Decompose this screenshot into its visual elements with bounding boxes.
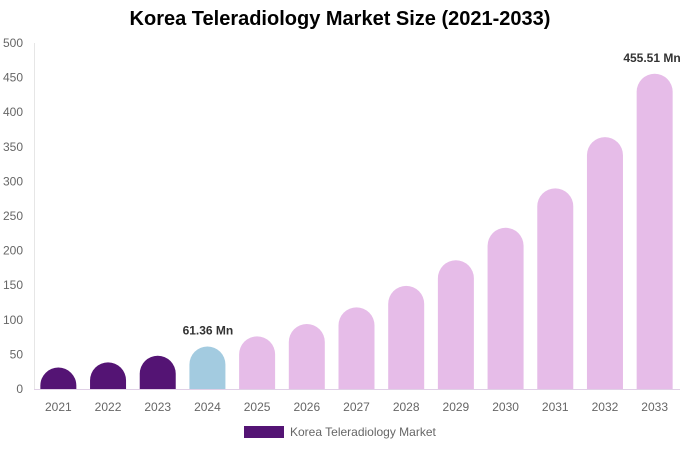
bar-2025 [239, 336, 276, 389]
x-tick-label: 2024 [194, 400, 221, 414]
y-tick-label: 250 [3, 209, 23, 223]
y-tick-label: 300 [3, 174, 23, 188]
bar-chart: 0 50 100 150 200 250 300 350 400 450 500 2021 2022 20… [3, 36, 680, 414]
data-label: 455.51 Mn [623, 51, 680, 65]
legend-swatch [244, 426, 284, 438]
x-tick-label: 2028 [393, 400, 420, 414]
y-tick-label: 50 [10, 347, 24, 361]
x-tick-label: 2027 [343, 400, 370, 414]
bar-2026 [288, 323, 325, 389]
legend-label: Korea Teleradiology Market [290, 425, 436, 439]
x-tick-label: 2030 [492, 400, 519, 414]
y-tick-label: 400 [3, 105, 23, 119]
y-tick-label: 200 [3, 244, 23, 258]
y-tick-label: 450 [3, 71, 23, 85]
x-tick-label: 2032 [592, 400, 619, 414]
x-tick-label: 2031 [542, 400, 569, 414]
chart-title: Korea Teleradiology Market Size (2021-20… [129, 8, 551, 30]
bar-2030 [487, 227, 524, 389]
bar-2022 [90, 362, 127, 389]
data-label: 61.36 Mn [183, 324, 234, 338]
bar-2031 [537, 188, 574, 389]
y-tick-label: 350 [3, 140, 23, 154]
x-tick-label: 2022 [95, 400, 122, 414]
x-tick-label: 2029 [443, 400, 470, 414]
x-tick-label: 2023 [144, 400, 171, 414]
x-tick-label: 2026 [293, 400, 320, 414]
x-tick-label: 2033 [641, 400, 668, 414]
bar-2028 [388, 285, 425, 389]
bar-2021 [40, 367, 77, 389]
y-tick-label: 0 [16, 382, 23, 396]
bar-2023 [139, 355, 176, 389]
bar-2027 [338, 307, 375, 389]
x-tick-label: 2025 [244, 400, 271, 414]
bar-2029 [437, 260, 474, 389]
bar-2024 [189, 346, 226, 389]
y-tick-label: 100 [3, 313, 23, 327]
bar-2032 [586, 137, 623, 389]
legend[interactable]: Korea Teleradiology Market [244, 425, 436, 439]
y-tick-label: 150 [3, 278, 23, 292]
y-tick-label: 500 [3, 36, 23, 50]
bar-2033 [636, 73, 673, 389]
x-tick-label: 2021 [45, 400, 72, 414]
